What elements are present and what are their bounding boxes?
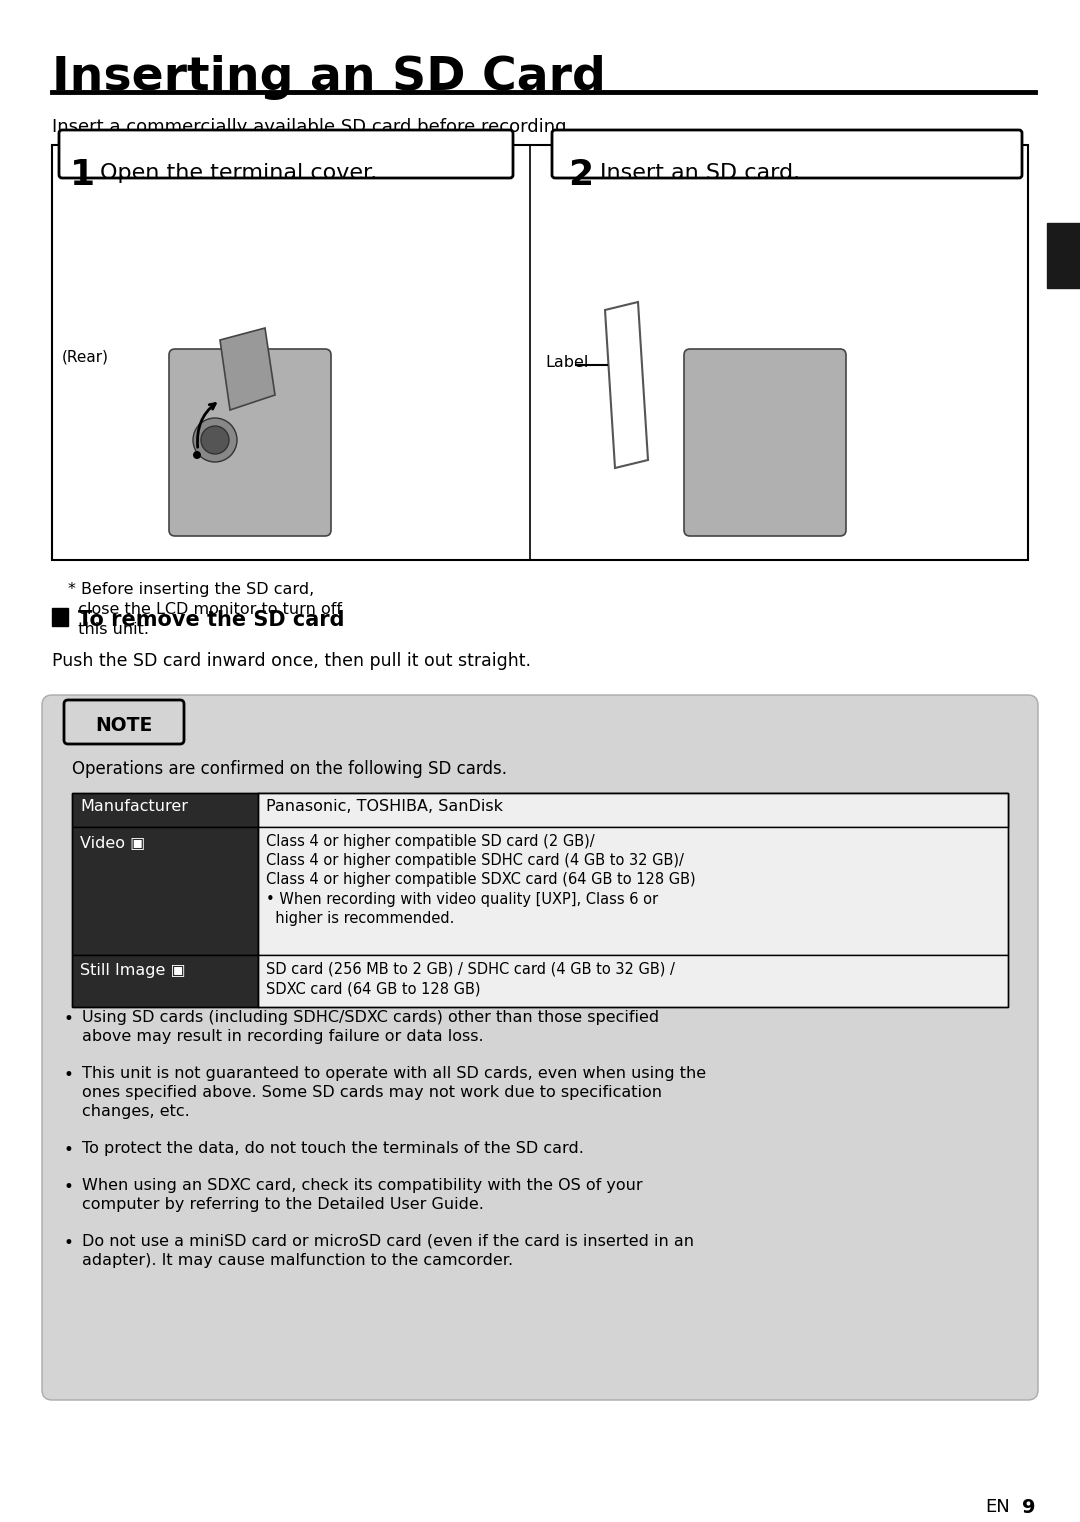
Text: Push the SD card inward once, then pull it out straight.: Push the SD card inward once, then pull … xyxy=(52,651,531,670)
Bar xyxy=(258,826,1008,954)
Text: •: • xyxy=(64,1011,73,1027)
Bar xyxy=(258,793,1008,826)
Text: Manufacturer: Manufacturer xyxy=(80,799,188,814)
Text: When using an SDXC card, check its compatibility with the OS of your
computer by: When using an SDXC card, check its compa… xyxy=(82,1178,643,1212)
Text: To remove the SD card: To remove the SD card xyxy=(78,610,345,630)
Text: Label: Label xyxy=(545,355,589,370)
Text: Do not use a miniSD card or microSD card (even if the card is inserted in an
ada: Do not use a miniSD card or microSD card… xyxy=(82,1234,694,1268)
Text: (Rear): (Rear) xyxy=(62,350,109,365)
Text: •: • xyxy=(64,1178,73,1196)
Bar xyxy=(72,793,1008,1008)
Polygon shape xyxy=(605,301,648,467)
FancyBboxPatch shape xyxy=(552,129,1022,178)
FancyBboxPatch shape xyxy=(59,129,513,178)
Text: •: • xyxy=(64,1065,73,1084)
Text: Open the terminal cover.: Open the terminal cover. xyxy=(100,163,377,183)
Text: Panasonic, TOSHIBA, SanDisk: Panasonic, TOSHIBA, SanDisk xyxy=(266,799,503,814)
Text: •: • xyxy=(64,1142,73,1158)
Text: SD card (256 MB to 2 GB) / SDHC card (4 GB to 32 GB) /
SDXC card (64 GB to 128 G: SD card (256 MB to 2 GB) / SDHC card (4 … xyxy=(266,962,675,997)
Bar xyxy=(52,607,68,626)
FancyBboxPatch shape xyxy=(64,700,184,744)
FancyBboxPatch shape xyxy=(168,349,330,536)
Text: * Before inserting the SD card,
  close the LCD monitor to turn off
  this unit.: * Before inserting the SD card, close th… xyxy=(68,581,342,636)
Text: 2: 2 xyxy=(568,158,593,192)
Circle shape xyxy=(193,451,201,460)
Text: EN: EN xyxy=(985,1498,1010,1516)
Text: To protect the data, do not touch the terminals of the SD card.: To protect the data, do not touch the te… xyxy=(82,1142,584,1157)
Bar xyxy=(72,954,258,1008)
Text: Insert an SD card.: Insert an SD card. xyxy=(600,163,800,183)
Text: •: • xyxy=(64,1234,73,1253)
FancyBboxPatch shape xyxy=(42,696,1038,1400)
Bar xyxy=(258,954,1008,1008)
Polygon shape xyxy=(220,329,275,409)
Text: 9: 9 xyxy=(1022,1498,1036,1517)
Text: Inserting an SD Card: Inserting an SD Card xyxy=(52,55,606,100)
Text: This unit is not guaranteed to operate with all SD cards, even when using the
on: This unit is not guaranteed to operate w… xyxy=(82,1065,706,1119)
Circle shape xyxy=(201,426,229,454)
Text: Insert a commercially available SD card before recording.: Insert a commercially available SD card … xyxy=(52,119,572,135)
Text: Operations are confirmed on the following SD cards.: Operations are confirmed on the followin… xyxy=(72,759,507,778)
Text: Class 4 or higher compatible SD card (2 GB)/
Class 4 or higher compatible SDHC c: Class 4 or higher compatible SD card (2 … xyxy=(266,834,696,925)
Circle shape xyxy=(193,419,237,463)
Bar xyxy=(1047,224,1080,288)
FancyBboxPatch shape xyxy=(684,349,846,536)
Bar xyxy=(72,826,258,954)
Bar xyxy=(52,145,1028,560)
Text: Using SD cards (including SDHC/SDXC cards) other than those specified
above may : Using SD cards (including SDHC/SDXC card… xyxy=(82,1011,659,1044)
Text: 1: 1 xyxy=(70,158,95,192)
Text: Video ▣: Video ▣ xyxy=(80,836,145,849)
Text: Still Image ▣: Still Image ▣ xyxy=(80,963,186,979)
Bar xyxy=(72,793,1008,826)
Text: NOTE: NOTE xyxy=(95,715,152,735)
